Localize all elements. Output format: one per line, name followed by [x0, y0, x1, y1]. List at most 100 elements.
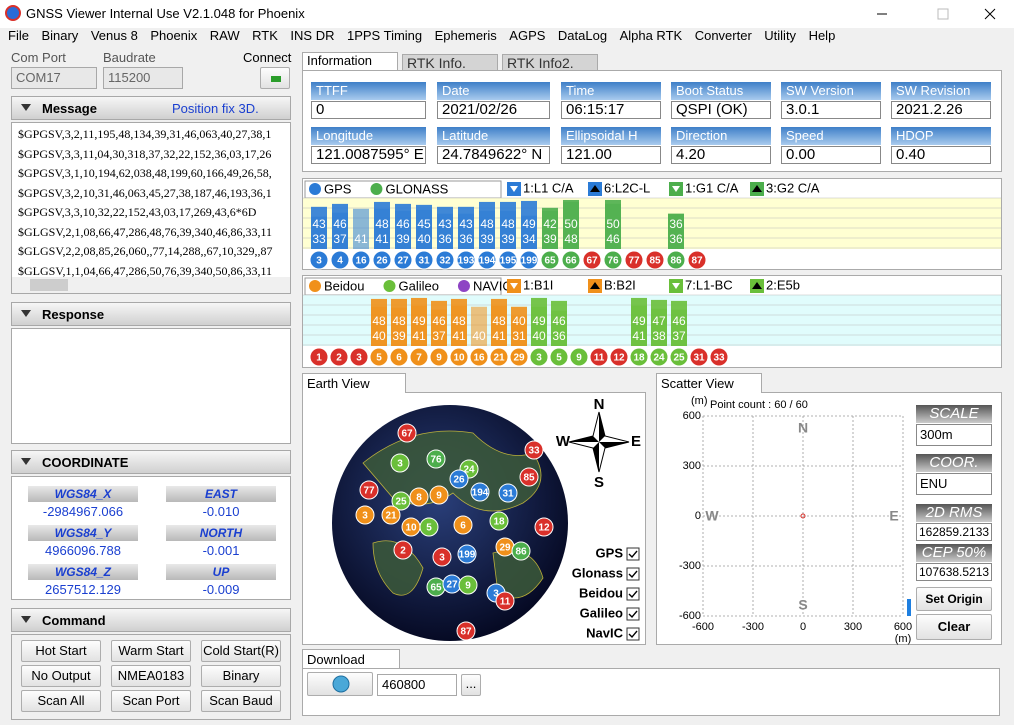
- snr-bar: [451, 305, 467, 346]
- control-label: CEP 50%: [916, 544, 992, 562]
- tab[interactable]: Information: [302, 52, 398, 71]
- tab[interactable]: RTK Info2.: [502, 54, 598, 71]
- legend-label: NAVIC: [473, 278, 512, 293]
- sat-id: 4: [337, 256, 343, 267]
- command-button[interactable]: Scan Port: [111, 690, 191, 712]
- globe-sat: [426, 449, 446, 469]
- tab[interactable]: Download: [302, 649, 400, 669]
- menu-item[interactable]: Binary: [41, 28, 79, 43]
- command-button[interactable]: No Output: [21, 665, 101, 687]
- snr-value: 41: [452, 329, 466, 343]
- checkbox[interactable]: [626, 587, 640, 601]
- globe-sat-id: 11: [500, 597, 511, 608]
- command-button[interactable]: Hot Start: [21, 640, 101, 662]
- checkbox[interactable]: [626, 607, 640, 621]
- button[interactable]: Clear: [916, 614, 992, 640]
- checkbox-label: GPS: [596, 545, 624, 560]
- sat-badge: [351, 250, 371, 270]
- globe-sat: [511, 541, 531, 561]
- menu-item[interactable]: RTK: [252, 28, 278, 43]
- snr-bar: [411, 305, 427, 346]
- tab[interactable]: Scatter View: [656, 373, 762, 393]
- sat-id: 7: [416, 353, 422, 364]
- status-text: Position fix 3D.: [172, 101, 259, 116]
- snr-value: 37: [333, 232, 347, 246]
- menu-item[interactable]: Phoenix: [150, 28, 198, 43]
- coordinate-header[interactable]: COORDINATE: [11, 450, 291, 474]
- snr-value: 41: [354, 232, 368, 246]
- panel-title: Command: [42, 613, 106, 628]
- command-button[interactable]: Binary: [201, 665, 281, 687]
- connect-button[interactable]: [260, 67, 290, 89]
- menu-item[interactable]: Ephemeris: [434, 28, 497, 43]
- command-button[interactable]: NMEA0183: [111, 665, 191, 687]
- combo-box[interactable]: COM17: [11, 67, 97, 89]
- info-label: Date: [437, 82, 550, 100]
- collapse-arrow: [21, 104, 31, 111]
- message-header[interactable]: Message Position fix 3D.: [11, 96, 291, 120]
- download-icon: [332, 675, 350, 693]
- snr-bar: [491, 305, 507, 346]
- globe-sat-id: 76: [430, 455, 442, 466]
- command-header[interactable]: Command: [11, 608, 291, 632]
- command-button[interactable]: Scan All: [21, 690, 101, 712]
- sat-badge: [582, 250, 602, 270]
- message-line: $GPGSV,3,2,11,195,48,134,39,31,46,063,40…: [18, 127, 272, 141]
- button[interactable]: Set Origin: [916, 587, 992, 611]
- browse-button[interactable]: ...: [461, 674, 481, 696]
- snr-value: 39: [392, 329, 406, 343]
- sat-id: 21: [493, 353, 505, 364]
- menu-item[interactable]: DataLog: [557, 28, 608, 43]
- menu-item[interactable]: AGPS: [509, 28, 546, 43]
- combo-box[interactable]: 115200: [103, 67, 183, 89]
- checkbox[interactable]: [626, 627, 640, 641]
- sat-badge: [509, 347, 529, 367]
- globe-sat-id: 21: [385, 511, 397, 522]
- sat-id: 6: [396, 353, 402, 364]
- command-button[interactable]: Cold Start(R): [201, 640, 281, 662]
- canvas: (m) Point count : 60 / 606003000-300-600-…: [679, 395, 912, 645]
- message-line: $GPGSV,3,1,10,194,62,038,48,199,60,166,4…: [18, 166, 272, 180]
- menu-item[interactable]: INS DR: [290, 28, 335, 43]
- menu-item[interactable]: Venus 8: [90, 28, 138, 43]
- axis-unit: (m): [691, 395, 708, 407]
- snr-bar: [668, 213, 684, 249]
- compass-star-shade: [569, 412, 629, 472]
- combo-box[interactable]: 460800: [377, 674, 457, 696]
- snr-bar: [391, 307, 407, 346]
- menu-item[interactable]: File: [8, 28, 29, 43]
- sat-id: 65: [544, 256, 556, 267]
- command-button[interactable]: Scan Baud: [201, 690, 281, 712]
- scroll-thumb[interactable]: [30, 279, 68, 291]
- sat-badge: [689, 347, 709, 367]
- command-button[interactable]: Warm Start: [111, 640, 191, 662]
- menu-item[interactable]: RAW: [209, 28, 240, 43]
- menu-item[interactable]: Converter: [694, 28, 752, 43]
- snr-value: 47: [652, 314, 666, 328]
- tab[interactable]: Earth View: [302, 373, 406, 393]
- checkbox[interactable]: [626, 547, 640, 561]
- message-line: $GLGSV,1,1,04,66,47,286,50,76,39,340,50,…: [18, 263, 273, 278]
- snr-value: 38: [652, 329, 666, 343]
- combo-box[interactable]: 300m: [916, 424, 992, 446]
- combo-box[interactable]: ENU: [916, 473, 992, 495]
- band-label: B:B2I: [604, 277, 636, 292]
- sat-badge: [330, 250, 350, 270]
- menu-item[interactable]: Utility: [764, 28, 797, 43]
- download-button[interactable]: [307, 672, 373, 696]
- message-line: $GLGSV,2,2,08,85,26,060,,77,14,288,,67,1…: [18, 244, 273, 258]
- menu-item[interactable]: Alpha RTK: [619, 28, 683, 43]
- snr-value: 48: [501, 217, 515, 231]
- response-header[interactable]: Response: [11, 302, 291, 326]
- information-panel: TTFF 0 Date 2021/02/26 Time 06:15:17 Boot Stat…: [302, 70, 1002, 172]
- sat-badge: [561, 250, 581, 270]
- tab[interactable]: RTK Info.: [402, 54, 498, 71]
- coordinate-box: WGS84_X -2984967.066 EAST -0.010 WGS84_Y 4966…: [11, 476, 291, 600]
- globe-sat: [432, 547, 452, 567]
- sat-id: 25: [673, 353, 685, 364]
- menu-item[interactable]: Help: [808, 28, 836, 43]
- checkmark: [628, 570, 638, 579]
- checkbox[interactable]: [626, 567, 640, 581]
- menu-item[interactable]: 1PPS Timing: [346, 28, 423, 43]
- sat-badge: [687, 250, 707, 270]
